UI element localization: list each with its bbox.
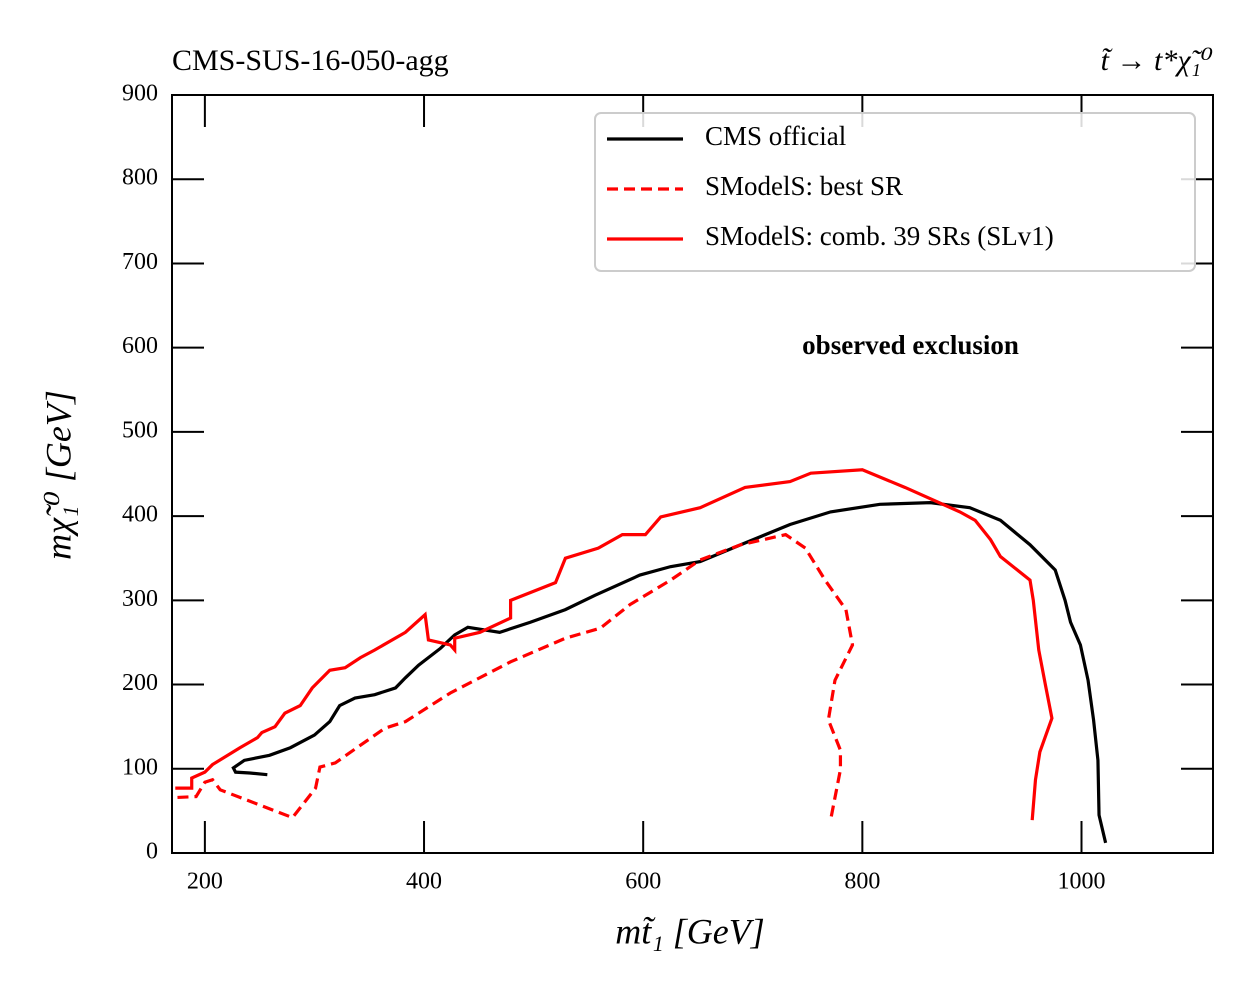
legend-label: CMS official [705,121,846,151]
x-tick-label: 600 [625,869,661,895]
x-tick-label: 400 [406,869,442,895]
y-tick-label: 200 [122,670,158,696]
legend-label: SModelS: comb. 39 SRs (SLv1) [705,221,1054,251]
y-tick-label: 400 [122,502,158,528]
x-tick-label: 800 [844,869,880,895]
y-axis-label: mχ̃₁⁰ [GeV] [38,390,78,560]
y-tick-label: 100 [122,754,158,780]
y-tick-label: 600 [122,333,158,359]
x-tick-label: 1000 [1058,869,1106,895]
chart-subtitle: t̃ → t*χ̃₁⁰ [1101,44,1213,77]
y-tick-label: 500 [122,417,158,443]
y-tick-label: 900 [122,81,158,107]
legend-box [594,112,1196,272]
x-tick-label: 200 [187,869,223,895]
x-axis-label: mt̃₁ [GeV] [615,911,765,951]
series-line [175,468,1054,821]
series-line [231,501,1108,844]
y-tick-label: 300 [122,586,158,612]
annotation: observed exclusion [802,330,1019,360]
plot-frame [171,94,1214,854]
chart-title: CMS-SUS-16-050-agg [172,44,449,77]
y-tick-label: 700 [122,249,158,275]
legend-label: SModelS: best SR [705,171,903,201]
series-line [177,532,855,821]
y-tick-label: 0 [146,839,158,865]
y-tick-label: 800 [122,165,158,191]
